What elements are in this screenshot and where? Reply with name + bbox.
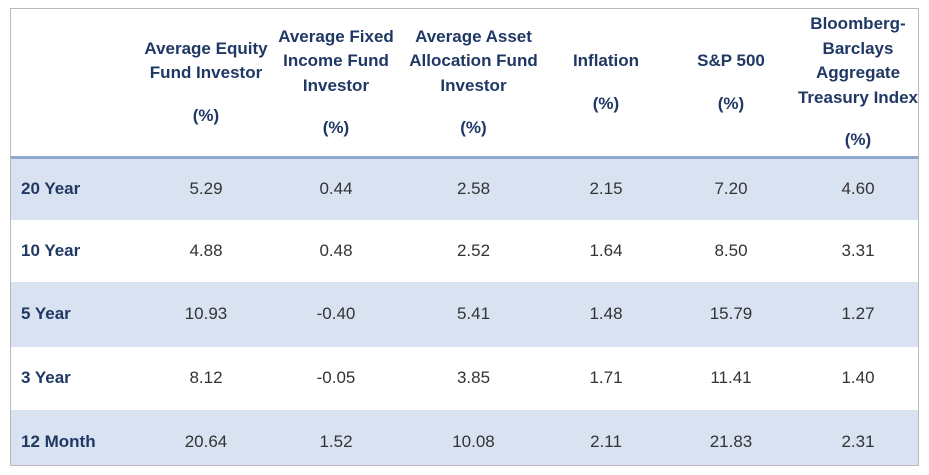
column-header: Average Fixed Income Fund Investor (%) [271,9,401,159]
column-unit: (%) [717,93,745,113]
table-cell: 2.15 [546,157,666,220]
column-unit: (%) [192,105,220,125]
table-cell: 2.11 [546,409,666,465]
table-cell: 15.79 [666,281,796,347]
returns-table-frame: Average Equity Fund Investor (%) Average… [10,8,919,466]
table-cell: 21.83 [666,409,796,465]
table-cell: 2.52 [456,240,491,260]
column-name: Average Equity Fund Investor [144,38,268,83]
table-cell: 8.50 [714,240,748,260]
table-cell: 4.60 [796,157,918,220]
table-cell: 3.31 [841,240,875,260]
returns-table: Average Equity Fund Investor (%) Average… [11,9,918,465]
table-body: 20 Year 5.29 0.44 2.58 2.15 7.20 4.60 10 Year 4.… [11,157,918,465]
column-name: Bloomberg-Barclays Aggregate Treasury In… [797,14,918,107]
row-label: 12 Month [11,409,141,465]
table-cell: 1.64 [589,240,623,260]
column-name: Average Asset Allocation Fund Investor [409,26,538,95]
column-unit: (%) [460,118,487,137]
table-cell: 0.44 [271,157,401,220]
table-cell: -0.40 [271,281,401,347]
column-header: Average Asset Allocation Fund Investor (… [401,9,546,159]
column-unit: (%) [322,118,350,137]
table-cell: -0.05 [316,368,356,387]
header-corner [11,9,141,159]
table-cell: 0.48 [319,240,353,260]
table-cell: 20.64 [141,409,271,465]
column-header: Average Equity Fund Investor (%) [141,9,271,159]
table-cell: 8.12 [189,368,223,387]
row-label: 10 Year [21,240,81,260]
table-cell: 1.27 [796,281,918,347]
table-row: 5 Year 10.93 -0.40 5.41 1.48 15.79 1.27 [11,281,918,347]
table-cell: 3.85 [456,368,491,387]
column-name: Inflation [572,51,640,70]
column-header: S&P 500 (%) [666,9,796,159]
column-header: Bloomberg-Barclays Aggregate Treasury In… [796,9,918,159]
table-cell: 5.29 [141,157,271,220]
column-unit: (%) [844,130,872,150]
header-row: Average Equity Fund Investor (%) Average… [11,9,918,159]
row-label: 20 Year [11,157,141,220]
table-cell: 4.88 [189,240,223,260]
table-cell: 2.58 [401,157,546,220]
table-cell: 7.20 [666,157,796,220]
table-cell: 11.41 [710,368,752,387]
column-header: Inflation (%) [546,9,666,159]
table-cell: 2.31 [796,409,918,465]
row-label: 3 Year [21,368,71,387]
column-name: Average Fixed Income Fund Investor [278,26,394,95]
table-row: 10 Year 4.88 0.48 2.52 1.64 8.50 3.31 [11,220,918,282]
table-row: 3 Year 8.12 -0.05 3.85 1.71 11.41 1.40 [11,347,918,410]
row-label: 5 Year [11,281,141,347]
table-cell: 5.41 [401,281,546,347]
table-cell: 1.48 [546,281,666,347]
table-row: 12 Month 20.64 1.52 10.08 2.11 21.83 2.31 [11,409,918,465]
table-cell: 1.71 [589,368,623,387]
column-unit: (%) [592,93,620,113]
table-row: 20 Year 5.29 0.44 2.58 2.15 7.20 4.60 [11,157,918,220]
table-cell: 1.40 [841,368,875,387]
table-cell: 10.93 [141,281,271,347]
table-cell: 1.52 [271,409,401,465]
table-cell: 10.08 [401,409,546,465]
column-name: S&P 500 [697,51,765,70]
